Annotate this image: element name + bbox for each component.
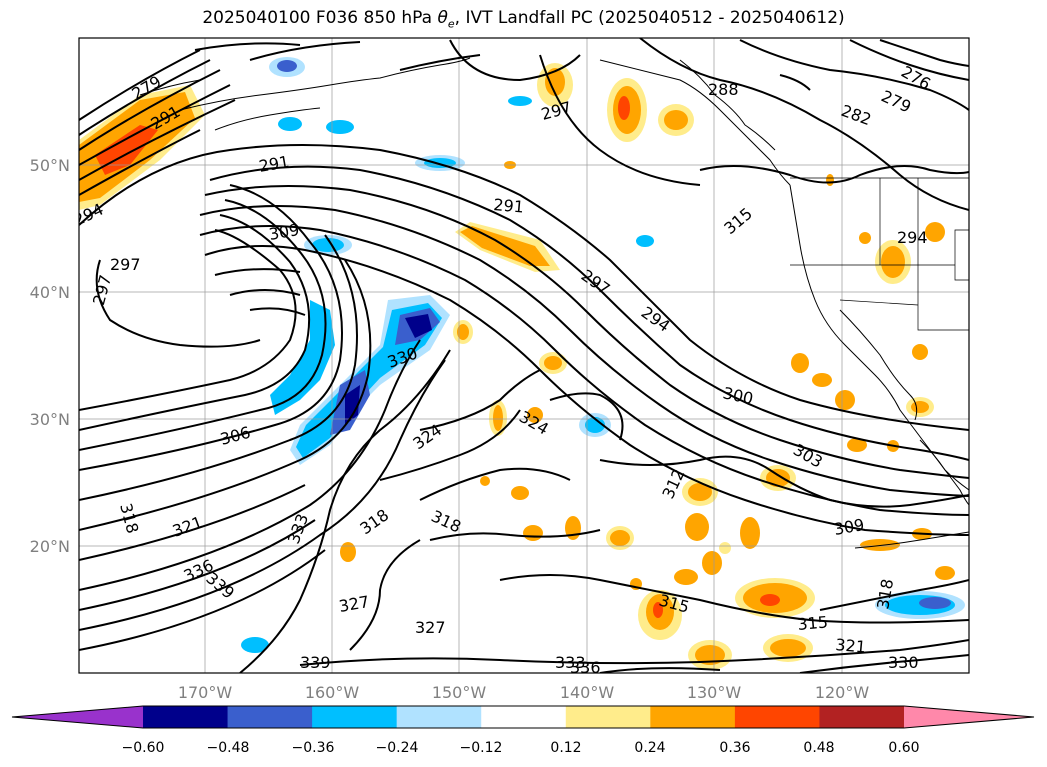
colorbar-tick-label: −0.36 (292, 740, 335, 756)
x-tick-label: 150°W (432, 683, 487, 702)
x-tick-label: 160°W (305, 683, 360, 702)
y-tick-label: 20°N (30, 537, 70, 556)
political-borders (790, 177, 969, 331)
theta-e-contours (79, 38, 969, 673)
colorbar-tick-label: 0.36 (719, 740, 750, 756)
neg-anomaly-7 (636, 235, 654, 247)
title-theta-sub: e (447, 17, 455, 31)
colorbar-tick-label: 0.12 (550, 740, 581, 756)
plot-frame (78, 37, 970, 674)
colorbar-tick-label: −0.24 (376, 740, 419, 756)
neg-anomaly-3 (326, 120, 354, 134)
neg-anomaly-central-core (405, 314, 432, 338)
title-suffix: , IVT Landfall PC (2025040512 - 20250406… (454, 8, 845, 28)
colorbar-tick-label: 0.60 (888, 740, 919, 756)
colorbar-segment (143, 706, 229, 728)
neg-anomaly-5-core (312, 238, 344, 252)
y-tick-label: 50°N (30, 156, 70, 175)
colorbar-tick-label: 0.24 (634, 740, 665, 756)
map-title: 2025040100 F036 850 hPa θe, IVT Landfall… (0, 8, 1047, 30)
neg-anomaly-1-core (277, 60, 297, 72)
colorbar-tick-label: −0.12 (460, 740, 503, 756)
coastlines (139, 57, 969, 549)
y-tick-label: 40°N (30, 283, 70, 302)
y-axis-ticks: 50°N 40°N 30°N 20°N (30, 156, 70, 556)
contour-label: 336 (570, 658, 601, 677)
title-prefix: 2025040100 F036 850 hPa (202, 8, 438, 28)
x-tick-label: 140°W (560, 683, 615, 702)
contour-label: 333 (555, 653, 586, 672)
neg-anomaly-western-arc (270, 300, 335, 415)
x-tick-label: 170°W (178, 683, 233, 702)
title-theta: θ (437, 8, 448, 28)
neg-anomaly-8-core (585, 417, 605, 433)
colorbar-extend-max (904, 706, 1034, 728)
colorbar (11, 705, 1035, 729)
contour-label: 297 (110, 255, 141, 274)
colorbar-segment (312, 706, 398, 728)
colorbar-segment (565, 706, 651, 728)
contour-label: 321 (835, 635, 867, 657)
neg-anomaly-6 (508, 96, 532, 106)
contour-label: 330 (888, 653, 919, 672)
colorbar-tick-label: −0.48 (207, 740, 250, 756)
x-axis-ticks: 170°W 160°W 150°W 140°W 130°W 120°W (178, 683, 870, 702)
contour-label: 291 (493, 195, 525, 217)
neg-anomaly-9-strong (919, 597, 951, 609)
contour-label: 339 (300, 653, 331, 672)
x-tick-label: 120°W (815, 683, 870, 702)
colorbar-ticks: −0.60 −0.48 −0.36 −0.24 −0.12 0.12 0.24 … (122, 740, 920, 756)
x-tick-label: 130°W (687, 683, 742, 702)
colorbar-extend-min (12, 706, 143, 728)
scattered-positive-blobs (340, 161, 955, 670)
neg-anomaly-central-core-2 (345, 385, 360, 425)
colorbar-segment (227, 706, 313, 728)
neg-anomaly-2 (278, 117, 302, 131)
contour-label: 288 (708, 80, 739, 99)
colorbar-tick-label: 0.48 (803, 740, 834, 756)
colorbar-outline (11, 705, 1035, 729)
contour-label: 315 (797, 612, 829, 634)
colorbar-segment (396, 706, 482, 728)
colorbar-segment (481, 706, 567, 728)
colorbar-segment (650, 706, 736, 728)
pos-anomaly-gulf-2-core (618, 96, 630, 120)
neg-anomaly-10 (241, 637, 269, 653)
colorbar-tick-label: −0.60 (122, 740, 165, 756)
pos-anomaly-gulf-3-core (664, 110, 688, 130)
contour-label: 327 (415, 618, 446, 637)
contour-label: 294 (897, 228, 928, 247)
y-tick-label: 30°N (30, 410, 70, 429)
pos-anomaly-gulf-1-core (545, 68, 565, 96)
colorbar-segment (734, 706, 820, 728)
colorbar-segment (819, 706, 905, 728)
